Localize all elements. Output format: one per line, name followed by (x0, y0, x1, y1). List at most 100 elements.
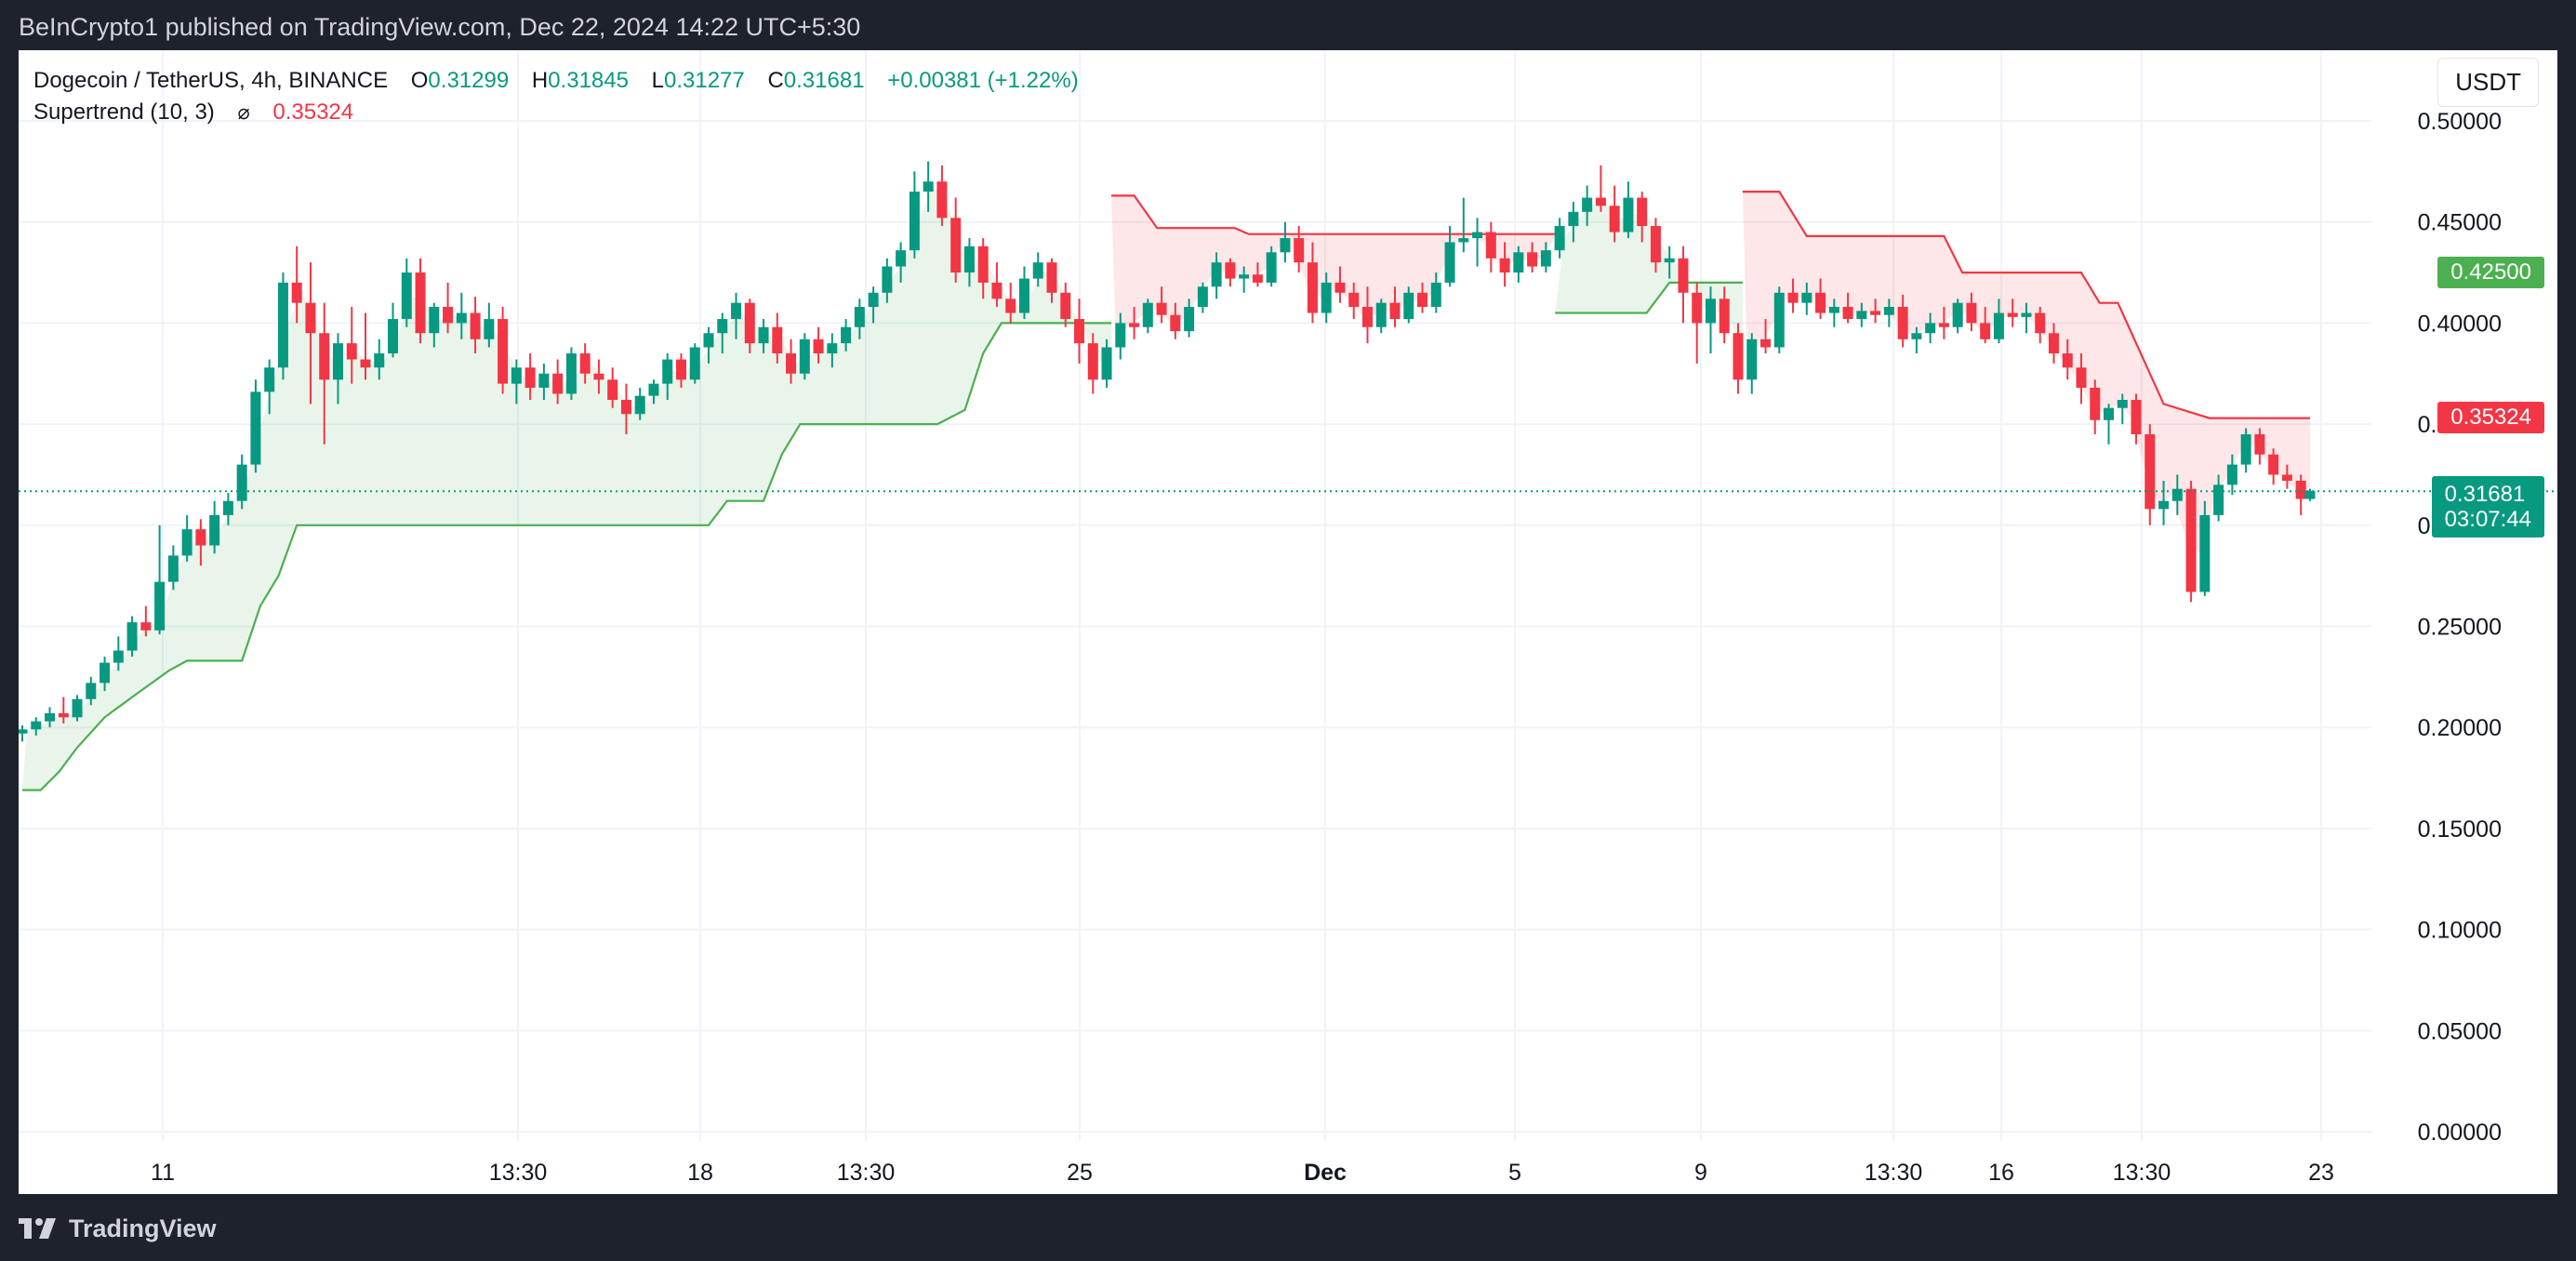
candle (401, 258, 412, 327)
candle-body (1883, 307, 1894, 315)
candle-body (1280, 238, 1291, 253)
candle-body (31, 721, 42, 730)
candle (565, 347, 577, 401)
candle-body (1719, 299, 1730, 334)
candle-body (45, 712, 56, 722)
candle-body (1266, 252, 1277, 283)
candle-body (19, 729, 28, 734)
candles (19, 161, 2316, 742)
candle (1225, 258, 1236, 287)
candle-body (181, 529, 193, 556)
candle-body (511, 367, 522, 384)
candle (799, 333, 810, 380)
candle (2281, 464, 2292, 489)
candle (977, 238, 989, 299)
candle-body (1993, 312, 2004, 339)
candle-body (1225, 262, 1236, 279)
candle (936, 165, 948, 227)
candle (909, 171, 920, 259)
candle-body (1568, 211, 1579, 227)
x-tick-label: Dec (1304, 1160, 1347, 1186)
candle (264, 359, 275, 415)
candle-body (2048, 333, 2059, 354)
candle (1334, 266, 1346, 303)
eye-off-icon[interactable]: ⌀ (237, 100, 250, 124)
candle-body (1348, 292, 1360, 308)
candle-body (634, 395, 645, 415)
candle-body (1321, 282, 1332, 313)
indicator-row[interactable]: Supertrend (10, 3) ⌀ 0.35324 (33, 97, 1079, 128)
candle-body (1101, 347, 1112, 380)
candle-body (1595, 197, 1606, 206)
candle (181, 514, 193, 562)
open-value: 0.31299 (428, 68, 510, 93)
candle (31, 717, 42, 736)
candle (731, 292, 742, 339)
symbol-title[interactable]: Dogecoin / TetherUS, 4h, BINANCE (33, 68, 389, 93)
candle (538, 363, 550, 401)
candle (1430, 272, 1441, 313)
chart-canvas[interactable]: 0.500000.450000.400000.350000.300000.250… (19, 50, 2557, 1194)
candle-body (154, 581, 166, 630)
candle-body (1773, 292, 1785, 348)
candle (291, 246, 302, 324)
candle (415, 258, 426, 344)
candle (470, 297, 481, 354)
candle (1787, 278, 1799, 313)
grid (19, 50, 2371, 1141)
candle-body (1417, 292, 1428, 308)
candle-body (1554, 226, 1565, 251)
candle (140, 605, 152, 637)
candle-body (841, 326, 852, 344)
candle (1911, 326, 1922, 354)
candle (1307, 242, 1318, 324)
y-tick-label: 0.25000 (2418, 615, 2502, 641)
candle (579, 343, 591, 384)
candle (950, 197, 962, 283)
candle (195, 519, 206, 566)
x-tick-label: 13:30 (489, 1160, 548, 1186)
candle (2021, 302, 2032, 334)
candle (72, 695, 83, 722)
candle-body (1540, 250, 1551, 267)
indicator-name[interactable]: Supertrend (10, 3) (33, 100, 215, 125)
candle-body (2007, 312, 2018, 317)
candle (2304, 488, 2316, 501)
y-tick-label: 0.05000 (2418, 1018, 2502, 1044)
y-tick-label: 0.45000 (2418, 210, 2502, 236)
candle-body (662, 359, 673, 384)
x-tick-label: 13:30 (837, 1160, 896, 1186)
candle-body (2062, 353, 2073, 368)
candle (1623, 181, 1634, 239)
candle (484, 302, 495, 348)
candle (1883, 299, 1894, 327)
candle (1815, 278, 1826, 320)
candle-body (360, 359, 371, 368)
candle-body (1184, 307, 1195, 332)
candle-body (1074, 319, 1085, 344)
candle-body (1129, 323, 1140, 327)
candle (786, 338, 797, 384)
candle (45, 707, 56, 728)
candle-body (1650, 226, 1661, 263)
candle (1568, 201, 1579, 243)
candle (854, 299, 865, 339)
candle (1321, 272, 1332, 324)
candle-body (388, 319, 399, 354)
candle (1897, 294, 1908, 348)
brand-footer[interactable]: TradingView (19, 1215, 217, 1243)
currency-unit-button[interactable]: USDT (2437, 58, 2539, 107)
candle (1664, 246, 1675, 279)
candle (374, 338, 385, 380)
candle (607, 367, 618, 408)
x-tick-label: 23 (2308, 1160, 2334, 1186)
candle (1609, 185, 1620, 243)
price-tag-top: 0.42500 (2437, 257, 2544, 288)
candle (167, 545, 179, 591)
chart-panel[interactable]: 0.500000.450000.400000.350000.300000.250… (19, 50, 2557, 1194)
candle-body (827, 343, 838, 354)
candle (1211, 252, 1222, 299)
high-label: H (531, 68, 549, 93)
candle-body (1334, 282, 1346, 293)
candle (250, 379, 261, 473)
